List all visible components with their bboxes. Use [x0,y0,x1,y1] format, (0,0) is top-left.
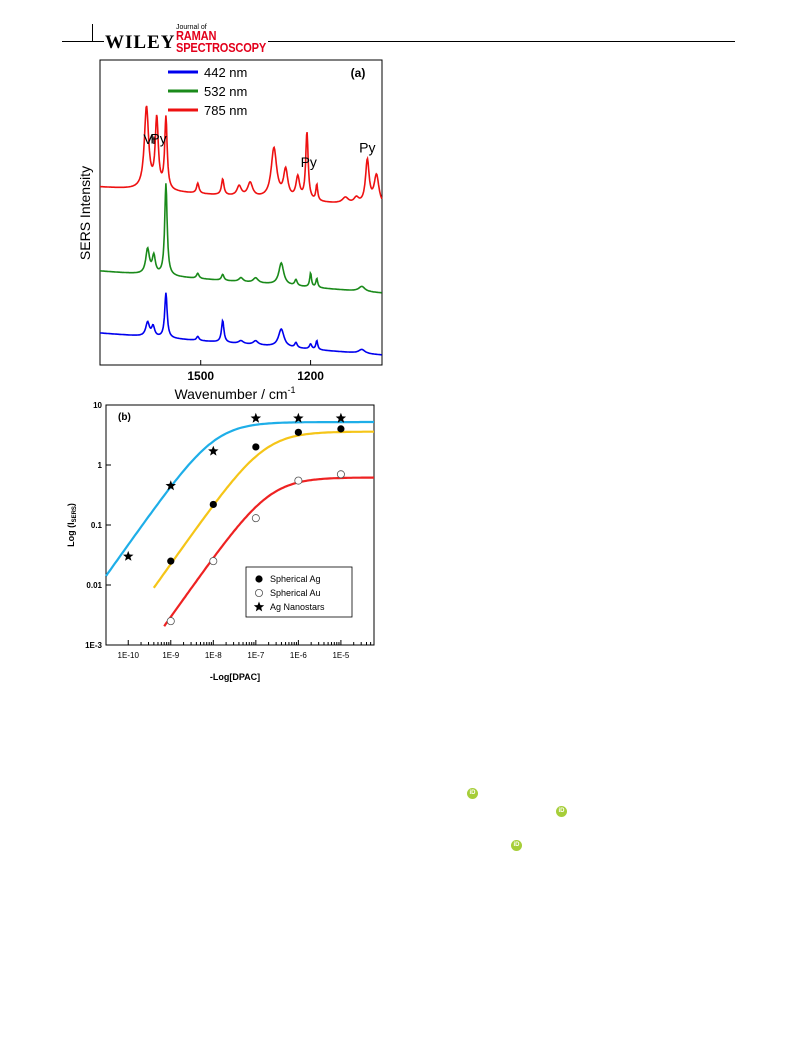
data-point [208,445,219,456]
journal-prefix: Journal of [176,24,207,31]
data-point [335,412,347,423]
data-point [293,412,304,423]
y-tick-label: 0.01 [86,581,102,590]
series-line [100,183,382,294]
data-point [165,480,176,491]
legend-marker [255,575,263,583]
data-point [250,412,262,423]
y-axis-label-sub: SERS [72,506,78,522]
legend-label: Spherical Au [270,588,321,598]
concentration-chart: 1E-10 1E-9 1E-8 1E-7 1E-6 1E-51E-30.010.1110 … [66,401,375,682]
legend-label: Spherical Ag [270,574,321,584]
y-axis-label-text: Log (I [66,522,76,547]
peak-label: Vi [143,131,155,147]
figure-panel-a: 1500 1200 442 nm 532 nm 785 nm Vi Py Py Py (a)… [60,55,390,410]
orcid-icon[interactable]: iD [511,840,522,851]
y-tick-label: 1 [98,461,103,470]
panel-label: (a) [351,66,366,80]
orcid-icon[interactable]: iD [467,788,478,799]
series-line [99,292,382,356]
plot-frame [99,59,383,366]
legend-marker [254,588,263,597]
figure-panel-b: 1E-10 1E-9 1E-8 1E-7 1E-6 1E-5 1E-3 0.01 0.1 1 10 … [60,395,390,695]
data-point [167,557,175,565]
legend: 442 nm 532 nm 785 nm [168,65,247,118]
data-point [209,500,217,509]
series-line [100,105,383,203]
legend: Spherical Ag Spherical Au Ag Nanostars [245,566,353,618]
header-rule-right [268,41,735,42]
x-tick-label: 1500 [187,369,214,383]
journal-name-line1: RAMAN [176,28,217,43]
publisher-logo: WILEY [105,32,176,53]
panel-label: (b) [118,412,131,423]
y-tick-label: 0.1 [91,521,103,530]
data-point [252,443,260,451]
data-point [337,425,345,433]
x-tick-label: 1E-5 [332,651,349,660]
x-tick-label: 1E-6 [290,651,307,660]
peak-label: Py [359,139,375,155]
journal-header: WILEY Journal of RAMAN SPECTROSCOPY [0,0,793,60]
x-tick-label: 1E-7 [247,651,264,660]
fit-curve [152,430,374,589]
y-axis-label: Log (ISERS) [66,503,78,547]
peak-label: Py [301,154,317,170]
data-point [336,470,345,479]
fit-curve [105,420,374,577]
data-point [294,428,302,436]
data-point [251,514,260,523]
x-axis-label: Wavenumber / cm-1 [174,385,295,402]
x-axis-label: -Log[DPAC] [210,672,260,682]
journal-name-line2: SPECTROSCOPY [176,40,267,55]
data-point [209,557,218,566]
x-tick-label: 1E-10 [118,651,140,660]
y-tick-label: 10 [93,401,102,410]
header-rule-left [62,41,104,42]
x-tick-label: 1200 [297,369,324,383]
x-axis-label-sup: -1 [288,385,296,395]
data-point [123,550,134,561]
legend-label: 442 nm [204,65,247,80]
legend-label: 532 nm [204,84,247,99]
fit-curve [163,476,375,627]
x-tick-label: 1E-8 [205,651,222,660]
y-axis-label-end: ) [66,503,76,506]
legend-label: Ag Nanostars [270,602,325,612]
journal-logo: RAMAN SPECTROSCOPY [176,28,267,55]
legend-box [245,566,353,618]
x-tick-label: 1E-9 [162,651,179,660]
y-axis-label: SERS Intensity [77,166,93,260]
data-point [166,617,175,626]
y-tick-label: 1E-3 [85,641,102,650]
data-point [294,476,303,485]
header-tick [92,24,93,42]
legend-label: 785 nm [204,103,247,118]
x-axis-label-text: Wavenumber / cm [174,386,287,402]
orcid-icon[interactable]: iD [556,806,567,817]
legend-marker [253,601,265,612]
peak-label: Py [150,131,166,147]
